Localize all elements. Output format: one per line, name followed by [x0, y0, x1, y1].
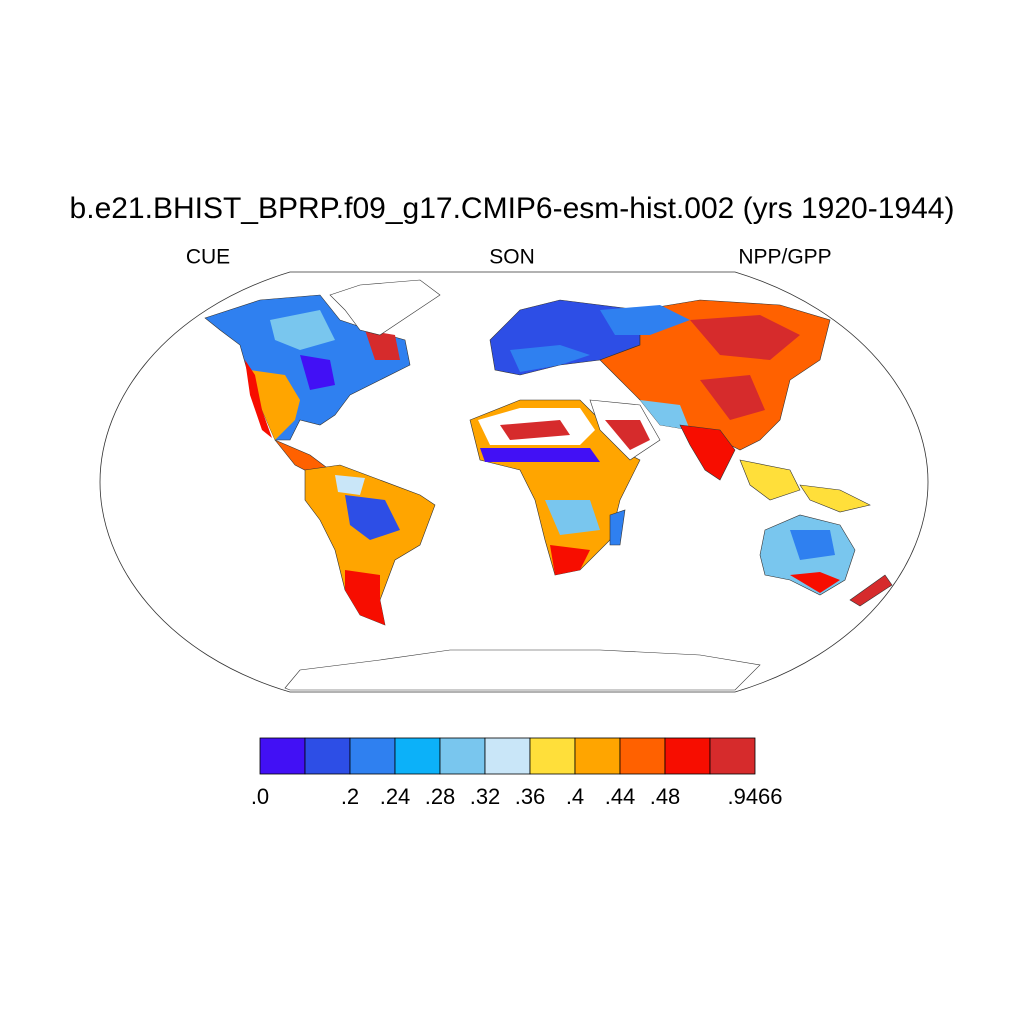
color-box — [394, 737, 441, 775]
colorbar-label: .48 — [650, 784, 681, 809]
southeast-asia — [739, 459, 801, 501]
title: b.e21.BHIST_BPRP.f09_g17.CMIP6-esm-hist.… — [70, 192, 955, 225]
patch — [365, 330, 400, 360]
color-box — [664, 737, 711, 775]
color-box — [709, 737, 756, 775]
left-subtitle: CUE — [186, 246, 230, 269]
colorbar-label: .9466 — [727, 784, 782, 809]
colorbar-label: .36 — [515, 784, 546, 809]
patch — [545, 500, 600, 535]
colorbar-label: .4 — [566, 784, 584, 809]
color-box — [529, 737, 576, 775]
center-subtitle: SON — [489, 246, 535, 269]
patch — [500, 420, 570, 440]
right-subtitle: NPP/GPP — [738, 246, 831, 269]
map — [99, 271, 929, 693]
patch — [790, 530, 835, 560]
india — [679, 424, 736, 481]
patch — [600, 305, 690, 335]
madagascar — [609, 509, 626, 546]
colorbar: .0 .2 .24 .28 .32 .36 .4 .44 .48 .9466 — [251, 737, 783, 809]
patch — [270, 310, 335, 350]
patch — [550, 545, 590, 575]
patch — [335, 475, 365, 495]
patch — [700, 375, 765, 420]
patch — [790, 572, 840, 593]
colorbar-label: .2 — [341, 784, 359, 809]
colorbar-label: .24 — [380, 784, 411, 809]
new-zealand — [849, 574, 893, 607]
patch — [345, 570, 385, 625]
color-box — [484, 737, 531, 775]
patch — [300, 355, 335, 390]
colorbar-label: .32 — [470, 784, 501, 809]
color-box — [439, 737, 486, 775]
antarctica — [284, 649, 761, 691]
patch — [690, 315, 800, 360]
color-box — [574, 737, 621, 775]
patch — [640, 400, 690, 430]
patch — [510, 345, 590, 372]
patch — [250, 370, 300, 440]
color-box — [304, 737, 351, 775]
colorbar-label: .44 — [605, 784, 636, 809]
color-box — [619, 737, 666, 775]
patch — [605, 420, 650, 450]
patch — [245, 360, 272, 438]
patch — [480, 448, 600, 462]
colorbar-label: .0 — [251, 784, 269, 809]
greenland — [329, 279, 441, 336]
color-box — [259, 737, 306, 775]
color-box — [349, 737, 396, 775]
patch — [345, 495, 400, 540]
colorbar-label: .28 — [425, 784, 456, 809]
islands — [799, 484, 871, 513]
